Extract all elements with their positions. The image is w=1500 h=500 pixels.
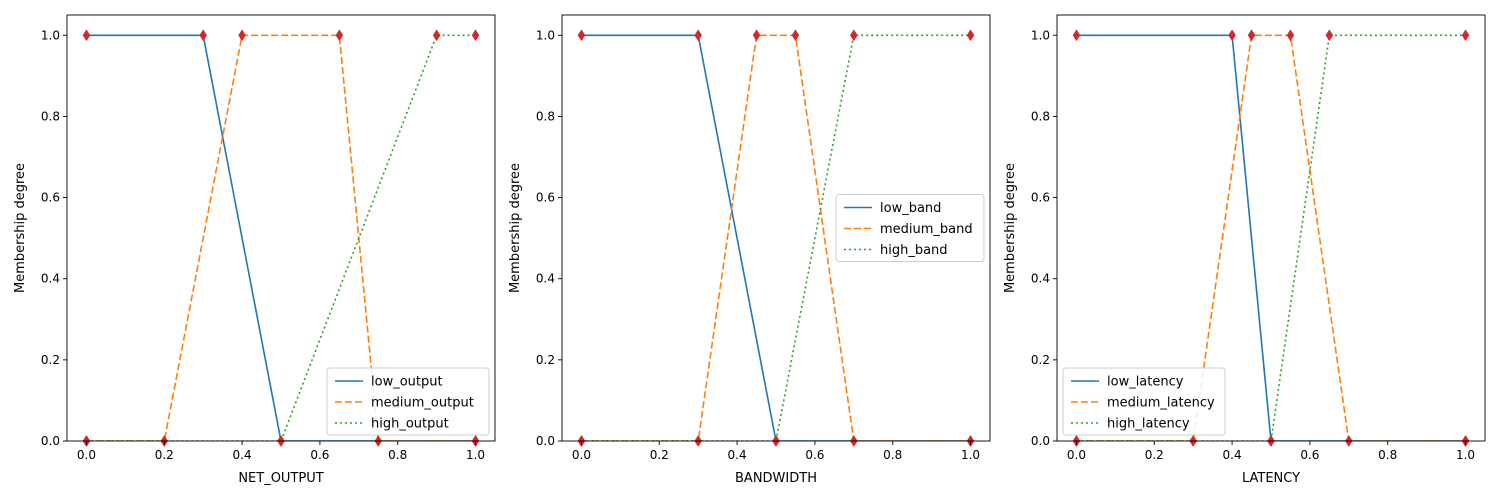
legend-label-low_band: low_band	[880, 201, 941, 216]
data-point-low_latency-0	[1072, 29, 1081, 42]
x-tick-label: 1.0	[1456, 448, 1475, 462]
legend-label-low_latency: low_latency	[1107, 375, 1184, 390]
plot-area	[1076, 34, 1466, 441]
data-point-low_latency-1	[1228, 29, 1236, 42]
x-tick-label: 0.4	[233, 448, 252, 462]
legend-box	[835, 194, 985, 262]
x-tick-label: 0.6	[1300, 448, 1319, 462]
data-point-high_band-3	[966, 29, 975, 42]
x-tick-label: 0.2	[155, 448, 174, 462]
y-tick-label: 0.6	[41, 191, 60, 205]
data-point-low_output-0	[82, 29, 91, 42]
y-axis-label: Membership degree	[1003, 163, 1018, 293]
x-tick-label: 1.0	[961, 448, 980, 462]
data-point-low_output-1	[199, 29, 207, 42]
x-tick-label: 0.2	[650, 448, 669, 462]
data-point-medium_output-2	[238, 29, 246, 42]
y-tick-label: 0.2	[1031, 353, 1050, 367]
y-axis-label: Membership degree	[13, 163, 28, 293]
y-tick-label: 0.6	[536, 191, 555, 205]
y-tick-label: 0.2	[41, 353, 60, 367]
data-point-high_output-3	[471, 29, 480, 42]
legend-label-medium_latency: medium_latency	[1107, 396, 1215, 411]
x-axis-label: NET_OUTPUT	[238, 471, 323, 486]
y-tick-label: 0.8	[41, 109, 60, 123]
x-axis-label: BANDWIDTH	[735, 471, 817, 486]
series-line-low_band	[581, 34, 971, 441]
x-tick-label: 0.6	[310, 448, 329, 462]
x-tick-label: 0.0	[1067, 448, 1086, 462]
y-tick-label: 0.4	[1031, 272, 1050, 286]
x-tick-label: 0.6	[805, 448, 824, 462]
data-point-medium_output-3	[335, 29, 344, 42]
x-tick-label: 0.4	[728, 448, 747, 462]
data-point-high_band-2	[850, 29, 858, 42]
x-axis-label: LATENCY	[1242, 471, 1300, 486]
plot-area	[581, 34, 971, 441]
x-tick-label: 0.8	[1378, 448, 1397, 462]
data-point-medium_band-2	[752, 29, 761, 42]
y-tick-label: 1.0	[1031, 28, 1050, 42]
legend: low_latency medium_latency high_latency	[1062, 367, 1226, 436]
legend-box	[1062, 367, 1226, 436]
data-point-low_band-0	[577, 29, 586, 42]
y-tick-label: 1.0	[41, 28, 60, 42]
series-line-medium_latency	[1076, 34, 1466, 441]
x-tick-label: 0.0	[77, 448, 96, 462]
chart-panel-1: 0.0 0.2 0.4 0.6 0.8 1.0 0.0 0.2 0.4 0.6 0.8 1.0 NET_…	[13, 14, 496, 486]
y-tick-label: 0.0	[1031, 434, 1050, 448]
data-point-low_band-1	[694, 29, 702, 42]
y-tick-label: 0.4	[536, 272, 555, 286]
series-line-high_band	[581, 34, 971, 441]
y-tick-label: 0.4	[41, 272, 60, 286]
series-line-low_output	[86, 34, 476, 441]
x-tick-label: 0.0	[572, 448, 591, 462]
y-tick-label: 0.8	[1031, 109, 1050, 123]
legend-label-high_band: high_band	[880, 243, 948, 258]
legend-box	[326, 367, 490, 436]
data-point-medium_band-3	[791, 29, 800, 42]
y-tick-label: 0.2	[536, 353, 555, 367]
data-point-high_latency-3	[1461, 29, 1470, 42]
y-tick-label: 0.6	[1031, 191, 1050, 205]
legend-label-high_output: high_output	[371, 417, 449, 432]
x-tick-label: 1.0	[466, 448, 485, 462]
x-tick-label: 0.8	[883, 448, 902, 462]
data-point-high_latency-2	[1325, 29, 1334, 42]
legend: low_output medium_output high_output	[326, 367, 490, 436]
y-tick-label: 0.0	[536, 434, 555, 448]
data-point-high_output-2	[432, 29, 441, 42]
y-axis-label: Membership degree	[508, 163, 523, 293]
axes-frame	[66, 14, 496, 442]
plot-area	[86, 34, 476, 441]
legend-label-low_output: low_output	[371, 375, 443, 390]
x-tick-label: 0.8	[388, 448, 407, 462]
legend-label-medium_output: medium_output	[371, 396, 474, 411]
axes-frame	[1056, 14, 1486, 442]
series-line-medium_band	[581, 34, 971, 441]
y-tick-label: 1.0	[536, 28, 555, 42]
legend: low_band medium_band high_band	[835, 194, 985, 262]
axes-frame	[561, 14, 991, 442]
chart-panel-3: 0.0 0.2 0.4 0.6 0.8 1.0 0.0 0.2 0.4 0.6 0.8 1.0 LATE…	[1003, 14, 1486, 486]
legend-label-medium_band: medium_band	[880, 222, 973, 237]
chart-panel-2: 0.0 0.2 0.4 0.6 0.8 1.0 0.0 0.2 0.4 0.6 0.8 1.0 BAND…	[508, 14, 991, 486]
x-tick-label: 0.2	[1145, 448, 1164, 462]
series-line-low_latency	[1076, 34, 1466, 441]
legend-label-high_latency: high_latency	[1107, 417, 1190, 432]
data-point-medium_latency-2	[1247, 29, 1256, 42]
x-tick-label: 0.4	[1223, 448, 1242, 462]
series-line-high_output	[86, 34, 476, 441]
data-point-medium_latency-3	[1286, 29, 1295, 42]
y-tick-label: 0.0	[41, 434, 60, 448]
y-tick-label: 0.8	[536, 109, 555, 123]
